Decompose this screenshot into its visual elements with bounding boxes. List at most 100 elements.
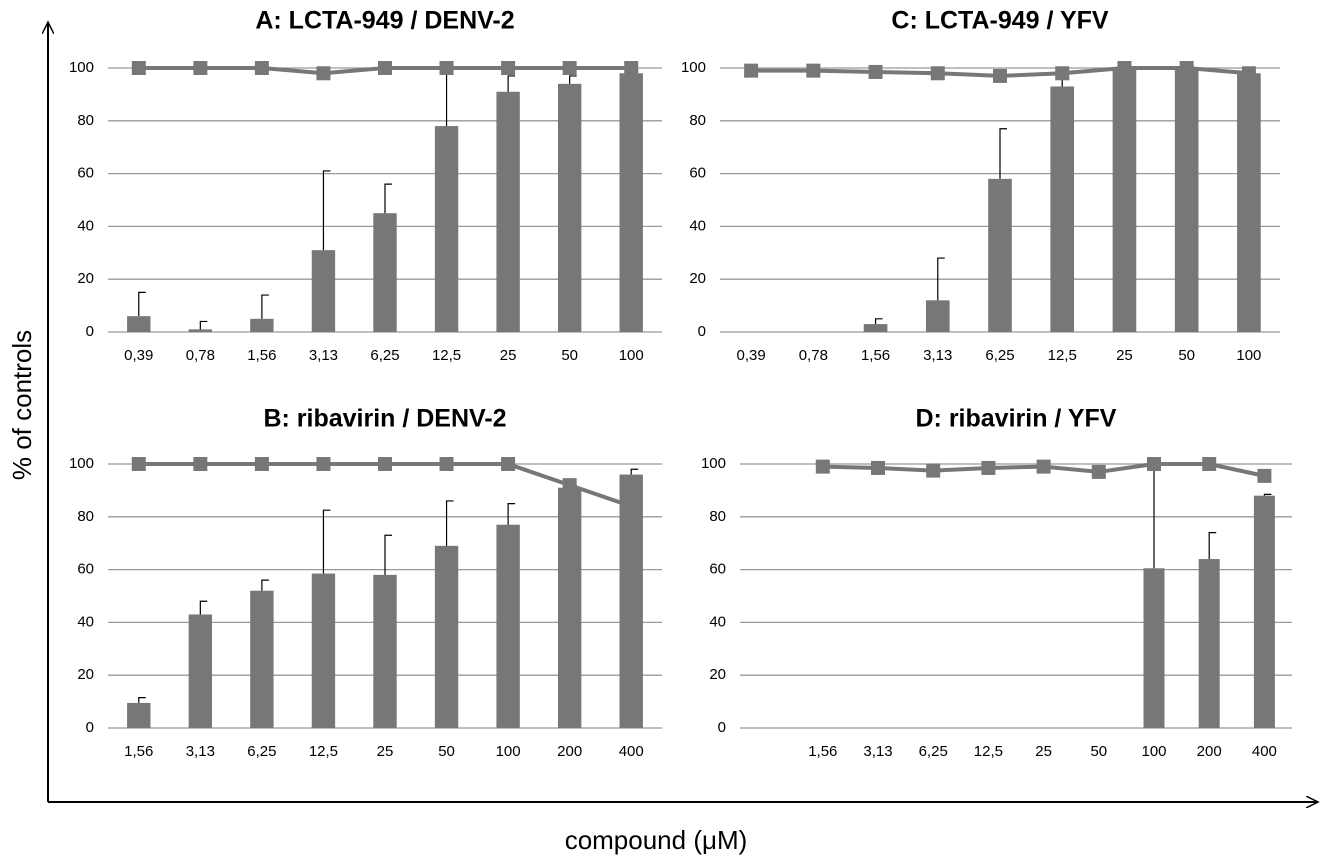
x-tick-label: 3,13 (863, 743, 892, 760)
line-marker (378, 61, 392, 75)
y-tick-label: 100 (69, 59, 94, 76)
error-bar (138, 291, 146, 317)
x-tick-label: 25 (1035, 743, 1052, 760)
line-marker (501, 61, 516, 75)
x-tick-label: 1,56 (808, 743, 837, 760)
line-marker (868, 64, 883, 79)
chart-title: D: ribavirin / YFV (916, 405, 1117, 433)
y-tick-label: 60 (709, 561, 726, 578)
error-bar (322, 170, 331, 251)
bar (557, 487, 582, 728)
error-bar (999, 128, 1007, 179)
x-tick-label: 1,56 (124, 743, 153, 760)
y-tick-label: 60 (77, 165, 94, 182)
error-bar (261, 579, 269, 591)
line-marker (744, 63, 759, 78)
x-tick-label: 0,78 (799, 347, 828, 364)
x-tick-label: 100 (619, 347, 644, 364)
line-marker (993, 68, 1007, 83)
error-bar (937, 257, 945, 301)
y-tick-label: 60 (77, 561, 94, 578)
line-marker (254, 457, 269, 471)
line-marker (930, 66, 945, 81)
line-marker (193, 61, 208, 75)
y-tick-label: 80 (689, 112, 706, 129)
x-tick-label: 12,5 (309, 743, 338, 760)
error-bar (507, 503, 516, 525)
line-marker (926, 463, 941, 478)
line-marker (378, 457, 392, 471)
line-marker (1179, 61, 1194, 75)
line-marker (1036, 459, 1051, 474)
line-marker (439, 61, 454, 75)
x-tick-label: 200 (557, 743, 582, 760)
error-bar (384, 183, 392, 214)
x-tick-label: 3,13 (309, 347, 338, 364)
y-tick-label: 80 (77, 508, 94, 525)
y-tick-label: 0 (86, 719, 94, 736)
y-tick-label: 100 (69, 455, 94, 472)
x-tick-label: 1,56 (247, 347, 276, 364)
line-marker (1091, 464, 1106, 479)
x-tick-label: 3,13 (186, 743, 215, 760)
line-marker (981, 460, 996, 475)
line-marker (562, 61, 577, 75)
error-bar (445, 500, 454, 546)
bar (127, 316, 151, 332)
error-bar (569, 75, 577, 84)
bar (1143, 568, 1165, 728)
y-tick-label: 80 (709, 508, 726, 525)
x-tick-label: 0,78 (186, 347, 215, 364)
bar (1112, 68, 1137, 332)
bar (434, 126, 459, 332)
y-tick-label: 0 (698, 323, 706, 340)
error-bar (1208, 532, 1217, 560)
y-tick-label: 40 (709, 613, 726, 630)
x-tick-label: 100 (1141, 743, 1166, 760)
line-marker (1241, 66, 1256, 81)
bar (1253, 495, 1275, 728)
bar (188, 614, 213, 728)
error-bar (1263, 493, 1272, 496)
line-marker (316, 66, 331, 81)
line-marker (562, 478, 577, 493)
y-tick-label: 100 (701, 455, 726, 472)
bar (619, 474, 643, 728)
error-bar (1153, 462, 1161, 569)
x-tick-label: 3,13 (923, 347, 952, 364)
bar (988, 178, 1012, 332)
y-tick-label: 40 (77, 217, 94, 234)
chart-title: C: LCTA-949 / YFV (891, 7, 1108, 35)
line-marker (871, 460, 885, 475)
x-tick-label: 6,25 (370, 347, 399, 364)
x-tick-label: 6,25 (985, 347, 1014, 364)
line-marker (131, 457, 146, 471)
y-tick-label: 20 (77, 270, 94, 287)
error-bar (138, 697, 146, 703)
error-bar (322, 509, 331, 574)
x-tick-label: 50 (438, 743, 455, 760)
bar (434, 545, 459, 728)
error-bar (445, 67, 454, 127)
x-tick-label: 12,5 (432, 347, 461, 364)
line-marker (439, 457, 454, 471)
bar (1237, 73, 1261, 332)
x-tick-label: 0,39 (124, 347, 153, 364)
error-bar (630, 468, 639, 475)
y-tick-label: 0 (718, 719, 726, 736)
x-tick-label: 6,25 (247, 743, 276, 760)
bar (619, 73, 643, 332)
bar (496, 91, 520, 332)
x-tick-label: 25 (500, 347, 517, 364)
x-axis-label: compound (μM) (565, 825, 748, 855)
bar (127, 702, 151, 728)
bar (925, 300, 950, 332)
bar (188, 329, 213, 332)
line-marker (1202, 457, 1217, 471)
x-tick-label: 100 (496, 743, 521, 760)
x-tick-label: 12,5 (974, 743, 1003, 760)
bar (311, 250, 336, 332)
x-tick-label: 200 (1197, 743, 1222, 760)
